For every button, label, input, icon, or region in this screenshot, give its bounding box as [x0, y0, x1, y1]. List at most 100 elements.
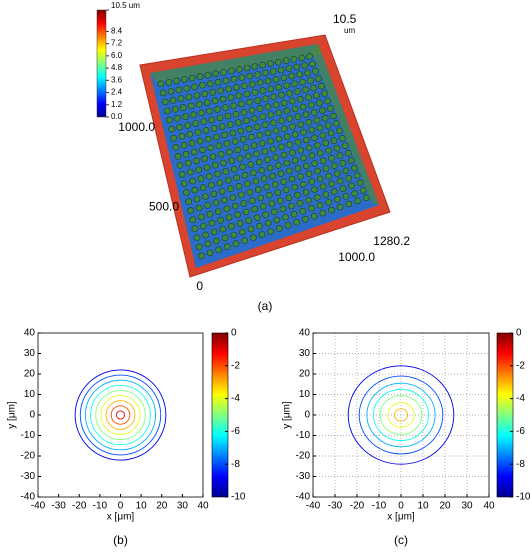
- pillar: [183, 189, 190, 196]
- y-tick-label: 1000.0: [118, 120, 155, 134]
- pillar: [267, 228, 275, 235]
- pillar: [157, 80, 165, 88]
- pillar: [235, 183, 243, 190]
- pillar: [305, 170, 313, 178]
- pillar: [289, 123, 296, 130]
- pillar: [174, 115, 181, 122]
- pillar: [220, 159, 227, 167]
- pillar: [235, 66, 243, 73]
- pillar: [238, 100, 245, 108]
- pillar: [272, 154, 280, 161]
- colorbar-tick-label: 3.6: [111, 75, 123, 84]
- contour-line: [393, 408, 409, 422]
- pillar: [234, 146, 241, 154]
- pillar: [291, 105, 299, 113]
- pillar: [251, 205, 258, 213]
- pillar: [341, 142, 349, 149]
- contour-line: [105, 400, 136, 430]
- pillar: [277, 66, 285, 74]
- pillar: [199, 184, 207, 191]
- pillar: [302, 136, 310, 144]
- pillar: [199, 81, 206, 89]
- pillar: [241, 237, 248, 244]
- pillar: [222, 104, 229, 111]
- pillar: [196, 73, 204, 80]
- colorbar: [96, 9, 107, 118]
- pillar: [336, 203, 344, 211]
- pillar: [260, 175, 268, 182]
- pillar: [294, 165, 302, 172]
- pillar: [220, 69, 227, 76]
- x-axis-label: x [μm]: [387, 512, 415, 523]
- pillar: [191, 186, 199, 194]
- y-tick-label: -10: [21, 430, 36, 441]
- contour-line: [74, 369, 167, 461]
- pillar: [316, 99, 323, 107]
- pillar: [229, 129, 237, 137]
- pillar: [297, 173, 304, 180]
- pillar: [273, 216, 281, 224]
- y-tick-label: 0: [304, 410, 310, 421]
- pillar: [234, 211, 241, 218]
- pillar: [315, 75, 322, 82]
- pillar: [254, 97, 261, 104]
- axes-frame: [312, 332, 490, 498]
- pillar: [313, 116, 321, 124]
- pillar: [204, 202, 211, 209]
- pillar: [267, 137, 274, 145]
- pillar: [250, 169, 257, 177]
- pillar: [206, 211, 214, 218]
- pillar: [290, 55, 298, 63]
- x-tick-label: -10: [93, 501, 108, 512]
- pillar: [212, 70, 219, 77]
- pillar: [263, 183, 271, 191]
- pillar: [333, 120, 340, 127]
- y-tick-label: -40: [21, 492, 36, 503]
- pillar: [198, 252, 205, 260]
- pillar: [328, 206, 335, 214]
- pillar: [180, 141, 188, 149]
- pillar: [275, 83, 283, 91]
- pillar: [189, 177, 196, 185]
- y-tick-label: -30: [296, 471, 311, 482]
- pillar: [231, 138, 239, 145]
- pillar: [265, 191, 273, 199]
- colorbar-tick-label: 6.0: [111, 51, 123, 60]
- pillar: [238, 191, 245, 199]
- pillar: [350, 164, 358, 172]
- pillar: [209, 89, 216, 96]
- pillar: [210, 190, 218, 198]
- pillar: [311, 134, 318, 141]
- caption: (c): [394, 533, 408, 547]
- pillar: [262, 95, 269, 102]
- pillar: [201, 155, 208, 162]
- pillar: [270, 208, 278, 216]
- pillar: [248, 133, 255, 141]
- pillar: [254, 71, 261, 78]
- pillar: [248, 80, 256, 88]
- pillar: [330, 112, 337, 120]
- colorbar-tick-label: -6: [231, 426, 240, 437]
- pillar: [202, 127, 210, 134]
- pillar: [290, 210, 298, 218]
- pillar: [214, 170, 221, 178]
- x-tick-label: -40: [31, 501, 46, 512]
- pillar: [345, 200, 353, 208]
- contour-line: [90, 384, 151, 446]
- colorbar-tick-label: 10.5 um: [111, 1, 140, 10]
- pillar: [213, 133, 220, 141]
- pillar: [288, 72, 296, 80]
- pillar: [270, 93, 277, 101]
- pillar: [304, 69, 311, 77]
- pillar: [243, 117, 250, 124]
- pillar: [191, 148, 198, 156]
- pillar: [286, 167, 293, 175]
- pillar: [325, 172, 333, 180]
- pillar: [228, 67, 235, 75]
- pillar: [214, 78, 222, 86]
- pillar: [178, 171, 186, 178]
- pillar: [305, 94, 312, 101]
- pillar: [328, 180, 335, 188]
- pillar: [298, 54, 306, 62]
- pillar: [258, 140, 266, 147]
